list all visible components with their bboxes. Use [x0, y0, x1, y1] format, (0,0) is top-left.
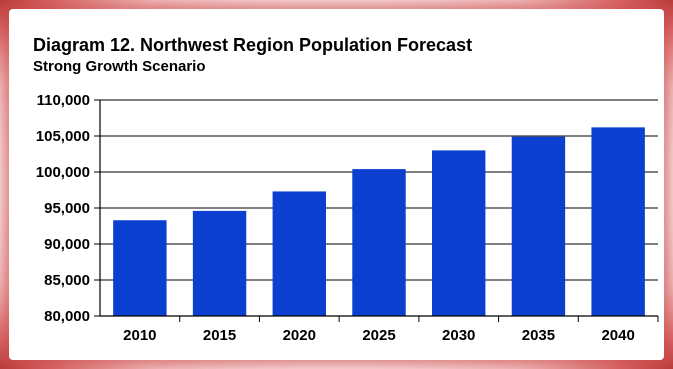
- x-tick-labels: 2010 2015 2020 2025 2030 2035 2040: [123, 327, 635, 344]
- bar-2020: [272, 191, 326, 316]
- x-tick-label: 2040: [601, 327, 634, 344]
- x-tick-label: 2035: [522, 327, 555, 344]
- y-tick-label: 100,000: [36, 164, 90, 181]
- x-tick-label: 2010: [123, 327, 156, 344]
- y-tick-label: 105,000: [36, 128, 90, 145]
- chart-title: Diagram 12. Northwest Region Population …: [33, 35, 472, 55]
- bar-2025: [352, 169, 406, 316]
- axes: [99, 100, 658, 317]
- x-tick-label: 2015: [203, 327, 236, 344]
- y-tick-label: 95,000: [44, 200, 90, 217]
- y-tick-label: 90,000: [44, 236, 90, 253]
- x-tick-label: 2020: [283, 327, 316, 344]
- bars: [113, 127, 645, 316]
- bar-2040: [591, 127, 645, 316]
- y-tick-label: 110,000: [37, 92, 90, 109]
- bar-2015: [192, 210, 247, 316]
- y-tick-label: 85,000: [44, 272, 90, 289]
- bar-2035: [511, 136, 566, 316]
- chart-subtitle: Strong Growth Scenario: [33, 58, 206, 75]
- x-tick-label: 2025: [362, 327, 395, 344]
- bar-2010: [113, 220, 167, 316]
- bar-2030: [432, 150, 486, 316]
- y-tick-label: 80,000: [44, 308, 90, 325]
- x-tick-label: 2030: [442, 327, 475, 344]
- y-tick-labels: 80,000 85,000 90,000 95,000 100,000 105,000 11…: [36, 92, 90, 325]
